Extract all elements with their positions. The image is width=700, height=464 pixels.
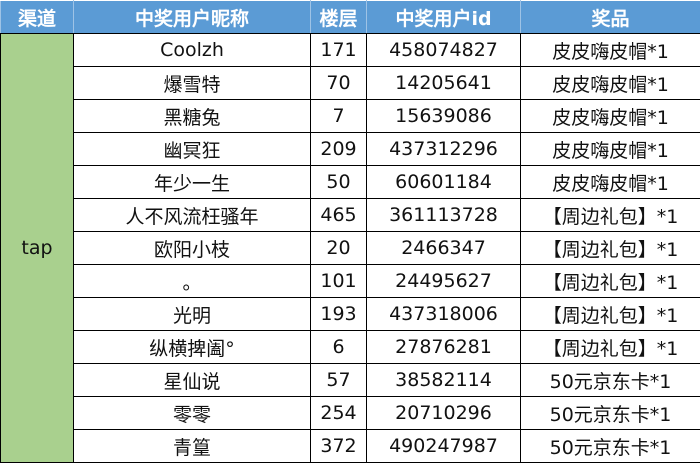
table-row: tap Coolzh 171 458074827 皮皮嗨皮帽*1 [0,33,700,463]
nickname-cell: 年少一生 [73,165,311,199]
prize-cell: 【周边礼包】*1 [520,297,700,331]
floor-cell: 171 [310,33,367,67]
user-id-cell: 437312296 [366,132,521,166]
table-row: 青篁 372 490247987 50元京东卡*1 [1,429,700,463]
user-id-cell: 437318006 [366,297,521,331]
header-row: 渠道 中奖用户昵称 楼层 中奖用户id 奖品 [0,0,700,34]
table-row: 黑糖兔 7 15639086 皮皮嗨皮帽*1 [1,99,700,133]
nickname-cell: 青篁 [73,429,311,463]
nickname-cell: 人不风流枉骚年 [73,198,311,232]
prize-cell: 50元京东卡*1 [520,396,700,430]
nickname-cell: Coolzh [73,33,311,67]
floor-cell: 101 [310,264,367,298]
table-row: 纵横捭阖° 6 27876281 【周边礼包】*1 [1,330,700,364]
floor-cell: 7 [310,99,367,133]
table-row: 星仙说 57 38582114 50元京东卡*1 [1,363,700,397]
prize-cell: 【周边礼包】*1 [520,330,700,364]
floor-cell: 20 [310,231,367,265]
prize-cell: 皮皮嗨皮帽*1 [520,165,700,199]
user-id-cell: 2466347 [366,231,521,265]
table-row: 人不风流枉骚年 465 361113728 【周边礼包】*1 [1,198,700,232]
nickname-cell: 幽冥狂 [73,132,311,166]
table-row: 欧阳小枝 20 2466347 【周边礼包】*1 [1,231,700,265]
prize-cell: 【周边礼包】*1 [520,264,700,298]
floor-cell: 57 [310,363,367,397]
floor-cell: 465 [310,198,367,232]
floor-cell: 6 [310,330,367,364]
table-row: 年少一生 50 60601184 皮皮嗨皮帽*1 [1,165,700,199]
header-user-id: 中奖用户id [366,0,521,34]
header-nickname: 中奖用户昵称 [73,0,311,34]
floor-cell: 372 [310,429,367,463]
floor-cell: 254 [310,396,367,430]
user-id-cell: 361113728 [366,198,521,232]
prize-cell: 【周边礼包】*1 [520,231,700,265]
prize-cell: 【周边礼包】*1 [520,198,700,232]
floor-cell: 193 [310,297,367,331]
nickname-cell: 黑糖兔 [73,99,311,133]
user-id-cell: 15639086 [366,99,521,133]
user-id-cell: 20710296 [366,396,521,430]
prize-cell: 皮皮嗨皮帽*1 [520,99,700,133]
table-row: 爆雪特 70 14205641 皮皮嗨皮帽*1 [1,66,700,100]
nickname-cell: 爆雪特 [73,66,311,100]
user-id-cell: 60601184 [366,165,521,199]
nickname-cell: 零零 [73,396,311,430]
table-row: 光明 193 437318006 【周边礼包】*1 [1,297,700,331]
floor-cell: 70 [310,66,367,100]
channel-cell: tap [0,33,74,463]
user-id-cell: 490247987 [366,429,521,463]
prize-cell: 皮皮嗨皮帽*1 [520,132,700,166]
table-row: 。 101 24495627 【周边礼包】*1 [1,264,700,298]
prize-cell: 50元京东卡*1 [520,363,700,397]
floor-cell: 209 [310,132,367,166]
prize-cell: 皮皮嗨皮帽*1 [520,66,700,100]
header-channel: 渠道 [0,0,74,34]
user-id-cell: 27876281 [366,330,521,364]
nickname-cell: 光明 [73,297,311,331]
user-id-cell: 38582114 [366,363,521,397]
floor-cell: 50 [310,165,367,199]
header-prize: 奖品 [520,0,700,34]
table-row: 零零 254 20710296 50元京东卡*1 [1,396,700,430]
user-id-cell: 458074827 [366,33,521,67]
prize-cell: 皮皮嗨皮帽*1 [520,33,700,67]
header-floor: 楼层 [310,0,367,34]
nickname-cell: 欧阳小枝 [73,231,311,265]
user-id-cell: 24495627 [366,264,521,298]
nickname-cell: 星仙说 [73,363,311,397]
nickname-cell: 。 [73,264,311,298]
table-row: 幽冥狂 209 437312296 皮皮嗨皮帽*1 [1,132,700,166]
nickname-cell: 纵横捭阖° [73,330,311,364]
prize-cell: 50元京东卡*1 [520,429,700,463]
user-id-cell: 14205641 [366,66,521,100]
